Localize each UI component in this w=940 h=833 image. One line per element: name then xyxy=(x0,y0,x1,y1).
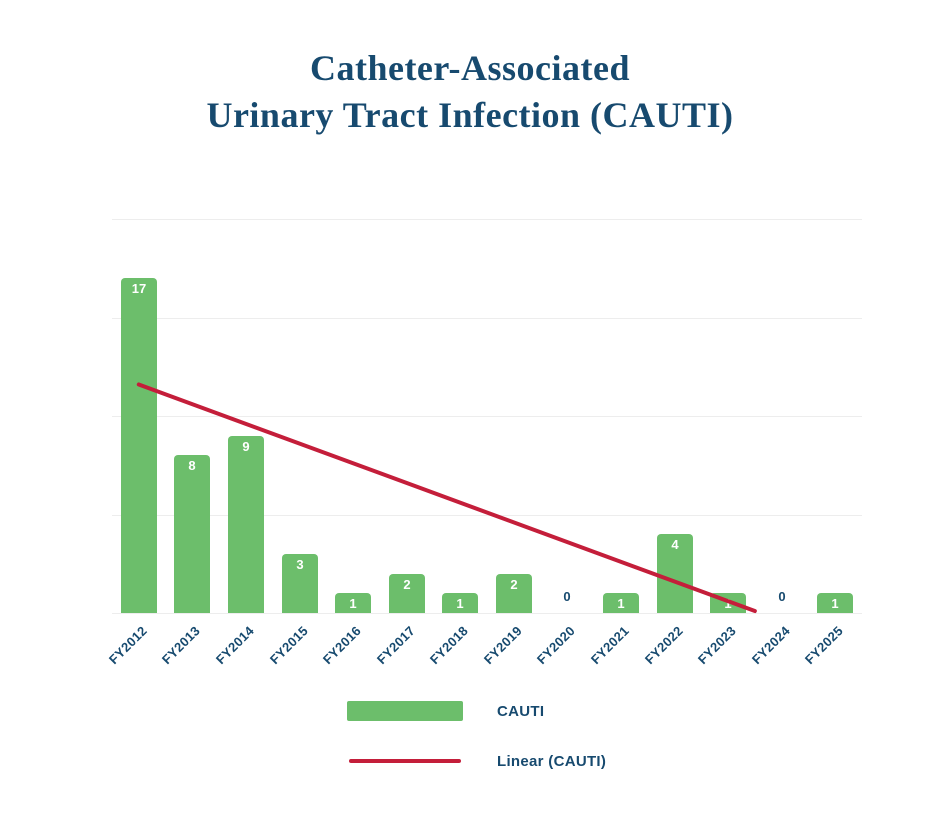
legend-label-linear: Linear (CAUTI) xyxy=(497,752,607,770)
gridline-15 xyxy=(112,318,862,319)
x-label-FY2023: FY2023 xyxy=(694,623,739,668)
gridline-20 xyxy=(112,219,862,220)
x-label-FY2016: FY2016 xyxy=(319,623,364,668)
bar-FY2025: 1 xyxy=(817,593,853,613)
chart-title-line2: Urinary Tract Infection (CAUTI) xyxy=(206,94,734,135)
gridline-0 xyxy=(112,613,862,614)
bar-FY2014: 9 xyxy=(228,436,264,613)
bar-value-FY2013: 8 xyxy=(188,458,196,473)
bar-FY2013: 8 xyxy=(174,455,210,613)
x-label-FY2015: FY2015 xyxy=(266,623,311,668)
x-label-FY2017: FY2017 xyxy=(373,623,418,668)
x-label-FY2024: FY2024 xyxy=(748,623,793,668)
bar-value-FY2016: 1 xyxy=(349,596,357,611)
bar-FY2019: 2 xyxy=(496,574,532,613)
x-label-FY2020: FY2020 xyxy=(533,623,578,668)
gridline-10 xyxy=(112,416,862,417)
x-label-FY2025: FY2025 xyxy=(801,623,846,668)
bar-FY2023: 1 xyxy=(710,593,746,613)
gridline-5 xyxy=(112,515,862,516)
bar-FY2015: 3 xyxy=(282,554,318,613)
bar-FY2021: 1 xyxy=(603,593,639,613)
bar-value-FY2014: 9 xyxy=(242,439,250,454)
x-label-FY2018: FY2018 xyxy=(426,623,471,668)
bar-FY2018: 1 xyxy=(442,593,478,613)
bar-value-FY2018: 1 xyxy=(456,596,464,611)
x-label-FY2021: FY2021 xyxy=(587,623,632,668)
chart-title: Catheter-Associated Urinary Tract Infect… xyxy=(0,45,940,139)
bar-FY2022: 4 xyxy=(657,534,693,613)
legend: CAUTI Linear (CAUTI) xyxy=(347,700,606,772)
bar-value-FY2012: 17 xyxy=(131,281,147,296)
bar-value-FY2021: 1 xyxy=(617,596,625,611)
legend-item-cauti: CAUTI xyxy=(347,700,606,722)
legend-label-cauti: CAUTI xyxy=(497,702,545,720)
bar-value-FY2024: 0 xyxy=(778,589,786,604)
bar-value-FY2020: 0 xyxy=(563,589,571,604)
x-label-FY2022: FY2022 xyxy=(641,623,686,668)
bar-value-FY2023: 1 xyxy=(724,596,732,611)
bar-value-FY2017: 2 xyxy=(403,577,411,592)
x-label-FY2012: FY2012 xyxy=(105,623,150,668)
bar-value-FY2015: 3 xyxy=(296,557,304,572)
bar-FY2012: 17 xyxy=(121,278,157,613)
bar-FY2016: 1 xyxy=(335,593,371,613)
linear-trend-swatch-icon xyxy=(349,759,461,763)
chart-title-line1: Catheter-Associated xyxy=(309,48,631,88)
cauti-bar-swatch-icon xyxy=(347,701,463,721)
bar-value-FY2022: 4 xyxy=(671,537,679,552)
x-label-FY2013: FY2013 xyxy=(158,623,203,668)
x-label-FY2014: FY2014 xyxy=(212,623,257,668)
bar-FY2017: 2 xyxy=(389,574,425,613)
bar-value-FY2019: 2 xyxy=(510,577,518,592)
legend-item-linear: Linear (CAUTI) xyxy=(347,750,606,772)
bar-value-FY2025: 1 xyxy=(831,596,839,611)
x-label-FY2019: FY2019 xyxy=(480,623,525,668)
